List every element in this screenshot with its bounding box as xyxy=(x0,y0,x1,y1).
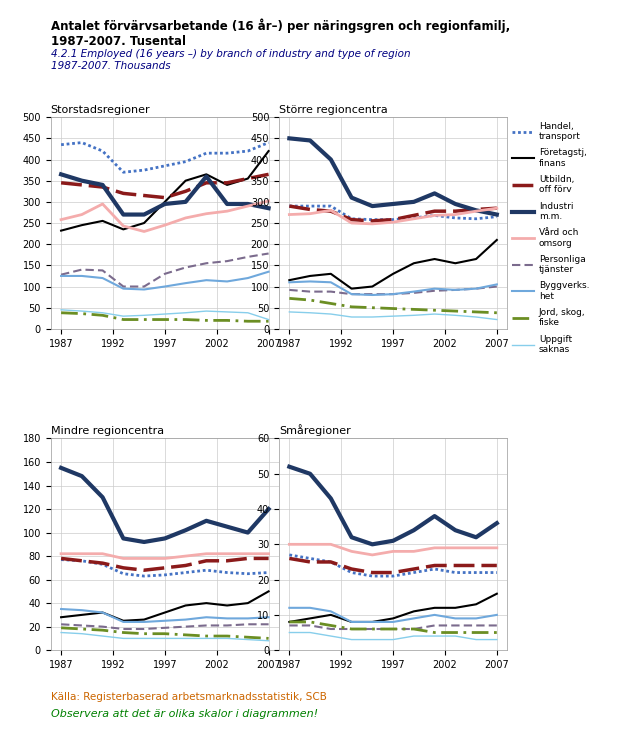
Text: Större regioncentra: Större regioncentra xyxy=(279,105,388,115)
Text: Småregioner: Småregioner xyxy=(279,424,351,436)
Text: Mindre regioncentra: Mindre regioncentra xyxy=(51,426,164,436)
Text: Källa: Registerbaserad arbetsmarknadsstatistik, SCB: Källa: Registerbaserad arbetsmarknadssta… xyxy=(51,692,327,702)
Text: Observera att det är olika skalor i diagrammen!: Observera att det är olika skalor i diag… xyxy=(51,709,318,719)
Legend: Handel,
transport, Företagstj,
finans, Utbildn,
off förv, Industri
m.m., Vård oc: Handel, transport, Företagstj, finans, U… xyxy=(512,122,589,354)
Text: Antalet förvärvsarbetande (16 år–) per näringsgren och regionfamilj,
1987-2007. : Antalet förvärvsarbetande (16 år–) per n… xyxy=(51,19,510,48)
Text: Storstadsregioner: Storstadsregioner xyxy=(51,105,150,115)
Text: 4.2.1 Employed (16 years –) by branch of industry and type of region
1987-2007. : 4.2.1 Employed (16 years –) by branch of… xyxy=(51,49,410,71)
